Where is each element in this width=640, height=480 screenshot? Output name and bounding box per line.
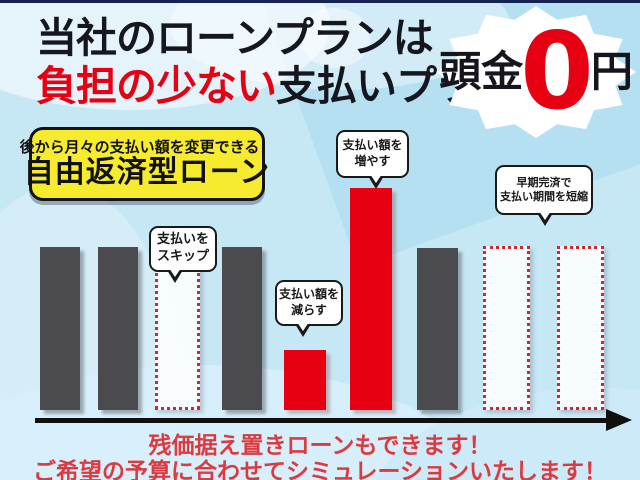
zero-down-payment-badge: 頭金 0 円 (436, 6, 636, 138)
timeline-arrow-icon (606, 409, 632, 431)
callout-text: 増やす (354, 154, 391, 168)
bar-normal (40, 247, 80, 410)
bar-normal (222, 247, 262, 410)
zero-down-prefix: 頭金 (439, 47, 524, 96)
promo-subtitle: 後から月々の支払い額を変更できる！ (19, 137, 275, 156)
zero-down-suffix: 円 (590, 47, 633, 96)
callout-text: 支払い額を (278, 287, 339, 302)
promo-title: 自由返済型ローン (23, 154, 271, 190)
footer-residual-loan-text: 残価据え置きローンもできます！ (148, 433, 492, 459)
callout-skip-payment: 支払いを スキップ (149, 226, 217, 283)
bar-early (483, 246, 530, 410)
headline-line1: 当社のローンプランは (36, 14, 434, 62)
callout-text: 減らす (291, 303, 327, 317)
callout-increase-payment: 支払い額を 増やす (336, 130, 409, 189)
bar-normal (98, 247, 138, 410)
bar-early (557, 246, 604, 410)
bar-normal (417, 248, 458, 410)
callout-early-payoff: 早期完済で 支払い期間を短縮 (495, 165, 593, 226)
callout-decrease-payment: 支払い額を 減らす (275, 280, 343, 337)
headline-line2-red: 負担の少ない (36, 62, 277, 110)
callout-text: 早期完済で (516, 175, 572, 189)
callout-text: スキップ (156, 249, 209, 264)
zero-down-digit: 0 (520, 9, 594, 133)
footer-simulation-text: ご希望の予算に合わせてシミュレーションいたします！ (32, 459, 608, 480)
callout-text: 支払い額を (342, 138, 403, 153)
free-repayment-loan-box: 後から月々の支払い額を変更できる！ 自由返済型ローン (20, 127, 274, 201)
callout-text: 支払い期間を短縮 (500, 190, 588, 203)
callout-text: 支払いを (156, 232, 209, 248)
bar-increase (350, 188, 392, 410)
bar-decrease (284, 350, 326, 410)
timeline-axis (35, 418, 613, 423)
